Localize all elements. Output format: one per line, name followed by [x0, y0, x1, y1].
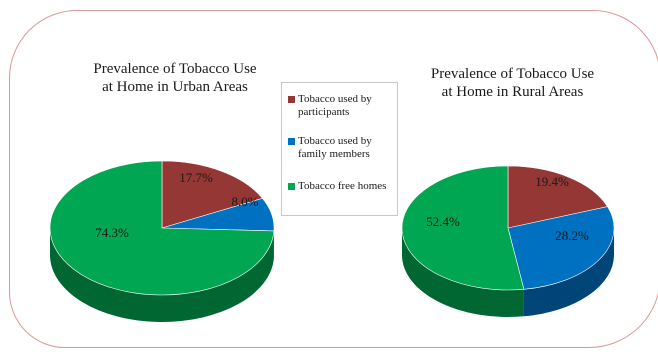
rural-label-family-members: 28.2%	[555, 228, 589, 243]
rural-pie-slice-family-members	[507, 206, 615, 290]
legend-swatch-family-members	[288, 138, 295, 145]
rural-label-tobacco-free: 52.4%	[426, 214, 460, 229]
rural-pie-slice-tobacco-free	[401, 165, 525, 291]
rural-pie-side-family-members	[523, 228, 614, 317]
legend-label-tobacco-free: Tobacco free homes	[298, 180, 387, 192]
urban-pie-slice-participants	[161, 160, 263, 229]
urban-label-participants: 17.7%	[179, 170, 213, 185]
legend-label-family-members: Tobacco used by family members	[298, 135, 372, 160]
urban-label-tobacco-free: 74.3%	[95, 225, 129, 240]
rural-pie-side-tobacco-free	[402, 228, 524, 317]
rural-pie: 19.4% 28.2% 52.4%	[401, 165, 615, 317]
legend: Tobacco used by participants Tobacco use…	[281, 82, 398, 216]
urban-pie: 17.7% 8.0% 74.3%	[49, 160, 275, 323]
rural-pie-slice-participants	[507, 165, 608, 229]
urban-chart-title: Prevalence of Tobacco Use at Home in Urb…	[93, 61, 257, 95]
urban-pie-side-tobacco-free	[50, 228, 274, 323]
rural-label-participants: 19.4%	[535, 174, 569, 189]
legend-swatch-tobacco-free	[288, 183, 295, 190]
legend-label-participants: Tobacco used by participants	[298, 93, 372, 118]
rural-chart-title: Prevalence of Tobacco Use at Home in Rur…	[430, 66, 595, 100]
urban-label-family-members: 8.0%	[231, 194, 258, 209]
legend-swatch-participants	[288, 96, 295, 103]
urban-pie-slice-tobacco-free	[49, 160, 275, 296]
